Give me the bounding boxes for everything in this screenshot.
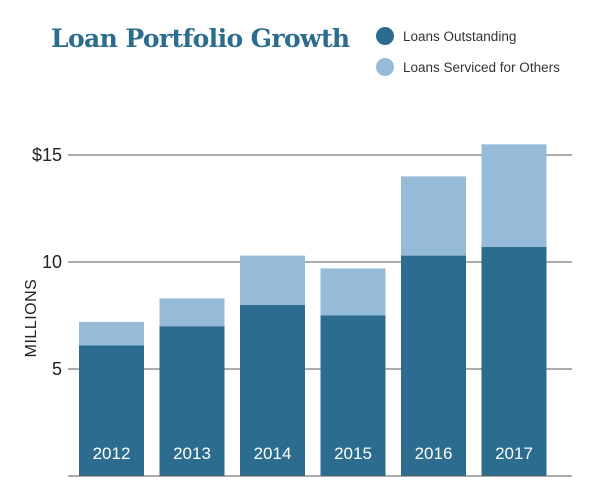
legend-swatch-loans-serviced xyxy=(376,58,394,76)
y-tick-label-10: 10 xyxy=(42,252,62,272)
bar-loans-outstanding-2016 xyxy=(401,255,466,476)
legend-swatch-loans-outstanding xyxy=(376,27,394,45)
bar-loans-serviced-2014 xyxy=(240,255,305,305)
x-category-label-2014: 2014 xyxy=(254,444,292,463)
bar-loans-outstanding-2014 xyxy=(240,304,305,476)
y-tick-label-5: 5 xyxy=(52,359,62,379)
bar-loans-serviced-2016 xyxy=(401,176,466,256)
bar-loans-serviced-2017 xyxy=(481,144,547,248)
x-category-label-2017: 2017 xyxy=(495,444,533,463)
bar-loans-outstanding-2015 xyxy=(320,315,386,476)
legend-label-loans-serviced: Loans Serviced for Others xyxy=(403,59,560,75)
x-category-label-2015: 2015 xyxy=(334,444,372,463)
bar-loans-outstanding-2012 xyxy=(79,345,144,476)
x-category-label-2012: 2012 xyxy=(93,444,131,463)
bar-loans-outstanding-2013 xyxy=(159,326,225,476)
legend-item-loans-outstanding: Loans Outstanding xyxy=(376,27,560,45)
y-tick-label-15: $15 xyxy=(32,145,62,165)
chart-title: Loan Portfolio Growth xyxy=(51,24,350,53)
y-axis-title: MILLIONS xyxy=(23,279,40,358)
legend-label-loans-outstanding: Loans Outstanding xyxy=(403,28,517,44)
x-category-label-2013: 2013 xyxy=(173,444,211,463)
legend: Loans Outstanding Loans Serviced for Oth… xyxy=(376,27,560,89)
bar-loans-outstanding-2017 xyxy=(481,247,547,476)
bar-loans-serviced-2012 xyxy=(79,321,144,346)
bar-loans-serviced-2015 xyxy=(320,268,386,316)
x-category-label-2016: 2016 xyxy=(415,444,453,463)
legend-item-loans-serviced: Loans Serviced for Others xyxy=(376,58,560,76)
bar-loans-serviced-2013 xyxy=(159,298,225,327)
